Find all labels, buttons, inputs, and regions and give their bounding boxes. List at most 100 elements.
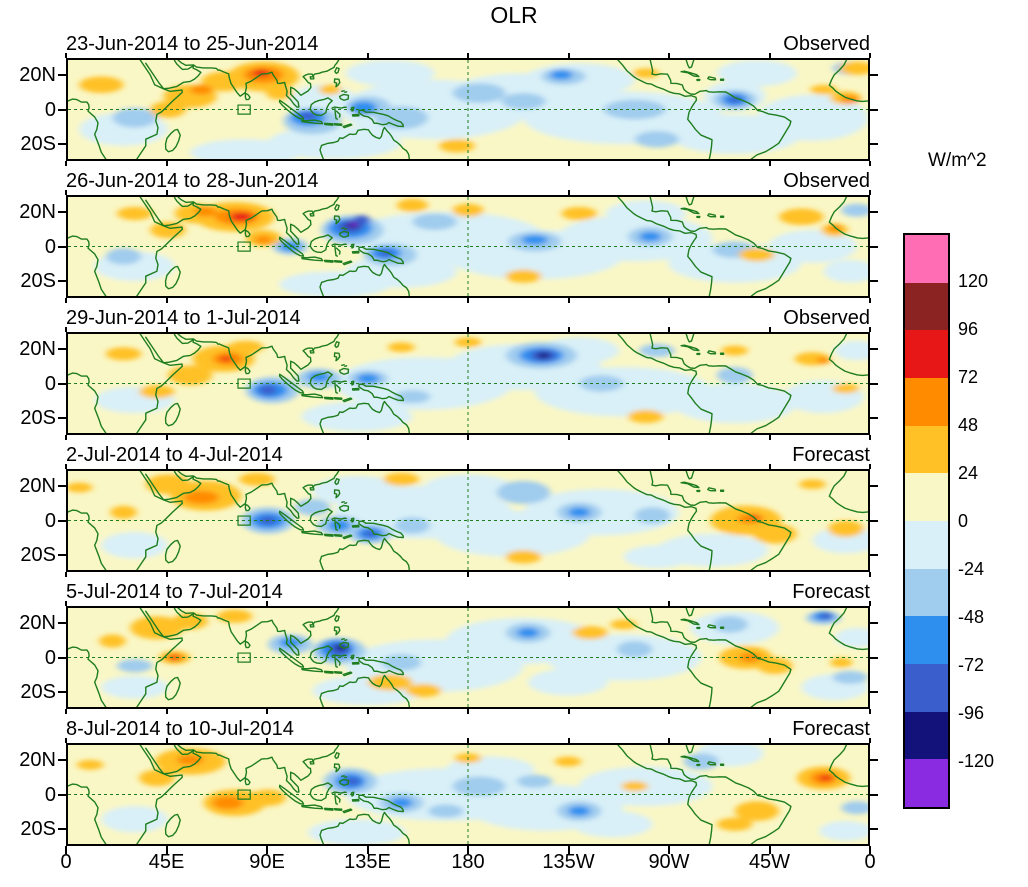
anomaly-blob bbox=[349, 222, 358, 227]
coastline bbox=[829, 745, 868, 786]
axis-tick bbox=[567, 327, 570, 332]
anomaly-blob bbox=[228, 340, 264, 354]
axis-tick bbox=[668, 601, 670, 606]
colorbar-tick-label: 120 bbox=[958, 271, 989, 291]
colorbar-cell bbox=[905, 378, 948, 426]
index-region-box bbox=[238, 379, 250, 388]
y-axis-label: 0 bbox=[44, 646, 56, 669]
anomaly-blob bbox=[452, 776, 506, 797]
anomaly-blob bbox=[830, 657, 853, 668]
axis-tick bbox=[58, 279, 66, 282]
axis-tick bbox=[768, 601, 771, 606]
coastline bbox=[618, 745, 712, 844]
anomaly-blob bbox=[839, 61, 868, 75]
coastline bbox=[343, 261, 352, 265]
coastlines bbox=[68, 745, 868, 844]
coastline bbox=[681, 756, 699, 761]
coastline bbox=[697, 216, 700, 217]
coastline bbox=[178, 334, 339, 381]
coastline bbox=[68, 647, 106, 707]
panel-date-label: 29-Jun-2014 to 1-Jul-2014 bbox=[66, 307, 301, 329]
coastline bbox=[178, 197, 339, 244]
anomaly-blob bbox=[279, 271, 391, 296]
coastline bbox=[829, 197, 868, 238]
coastlines bbox=[68, 471, 868, 570]
axis-tick bbox=[467, 53, 469, 58]
axis-tick bbox=[366, 161, 369, 166]
anomaly-blob bbox=[568, 507, 591, 518]
coastline bbox=[280, 100, 304, 119]
coastline bbox=[332, 107, 346, 108]
coastline bbox=[336, 248, 340, 254]
panel-mode-label: Forecast bbox=[792, 718, 870, 740]
axis-tick bbox=[768, 298, 771, 303]
coastline bbox=[332, 244, 346, 245]
axis-tick bbox=[366, 435, 369, 440]
axis-tick bbox=[869, 327, 871, 332]
coastline bbox=[697, 79, 700, 80]
anomaly-blob bbox=[505, 269, 542, 283]
anomaly-blob bbox=[101, 806, 168, 833]
coastline bbox=[686, 197, 694, 205]
anomaly-blob bbox=[528, 669, 608, 696]
coastline bbox=[340, 231, 349, 237]
anomaly-blob bbox=[99, 634, 126, 648]
axis-tick bbox=[65, 572, 67, 577]
index-region-box bbox=[238, 516, 250, 525]
map-canvas bbox=[68, 608, 868, 707]
colorbar-cell bbox=[905, 282, 948, 331]
coastline bbox=[618, 471, 712, 570]
anomaly-blob bbox=[396, 198, 428, 212]
coastline bbox=[352, 662, 358, 664]
anomaly-blob bbox=[639, 343, 675, 358]
coastline bbox=[332, 518, 346, 519]
anomaly-blob bbox=[716, 367, 753, 384]
coastline bbox=[359, 521, 403, 537]
axis-tick bbox=[870, 793, 878, 796]
anomaly-blob bbox=[439, 139, 475, 153]
coastline bbox=[332, 655, 346, 656]
axis-tick bbox=[869, 53, 871, 58]
anomaly-blob bbox=[101, 675, 168, 699]
anomaly-blob bbox=[621, 781, 648, 792]
axis-tick bbox=[366, 53, 369, 58]
coastline bbox=[137, 608, 182, 707]
axis-tick bbox=[58, 485, 66, 488]
axis-tick bbox=[668, 53, 670, 58]
coastline bbox=[697, 764, 700, 765]
axis-tick bbox=[869, 709, 871, 714]
axis-tick bbox=[366, 327, 369, 332]
coastline bbox=[280, 785, 304, 804]
anomaly-blob bbox=[716, 60, 797, 87]
axis-tick bbox=[366, 464, 369, 469]
coastline bbox=[332, 381, 346, 382]
axis-tick bbox=[467, 327, 469, 332]
coastline bbox=[166, 540, 181, 562]
coastline bbox=[310, 214, 314, 216]
colorbar-cell bbox=[905, 759, 948, 808]
coastline bbox=[336, 522, 340, 528]
panel-date-label: 5-Jul-2014 to 7-Jul-2014 bbox=[66, 581, 283, 603]
index-region-box bbox=[238, 790, 250, 799]
coastline bbox=[310, 783, 332, 800]
axis-tick bbox=[65, 738, 67, 743]
anomaly-blob bbox=[76, 759, 104, 770]
coastline bbox=[280, 511, 304, 530]
colorbar-cell bbox=[905, 235, 948, 283]
coastline bbox=[146, 334, 201, 363]
map-canvas bbox=[68, 334, 868, 433]
axis-tick bbox=[65, 709, 67, 714]
coastline bbox=[359, 658, 403, 674]
coastline bbox=[146, 60, 201, 89]
anomaly-blob bbox=[105, 248, 142, 265]
anomaly-blob bbox=[501, 93, 546, 110]
coastline bbox=[340, 642, 349, 648]
anomaly-blob bbox=[170, 655, 180, 660]
anomaly-blob bbox=[496, 480, 551, 504]
y-axis-label: 20N bbox=[19, 612, 56, 635]
axis-tick bbox=[266, 738, 268, 743]
anomaly-blob bbox=[816, 357, 831, 364]
